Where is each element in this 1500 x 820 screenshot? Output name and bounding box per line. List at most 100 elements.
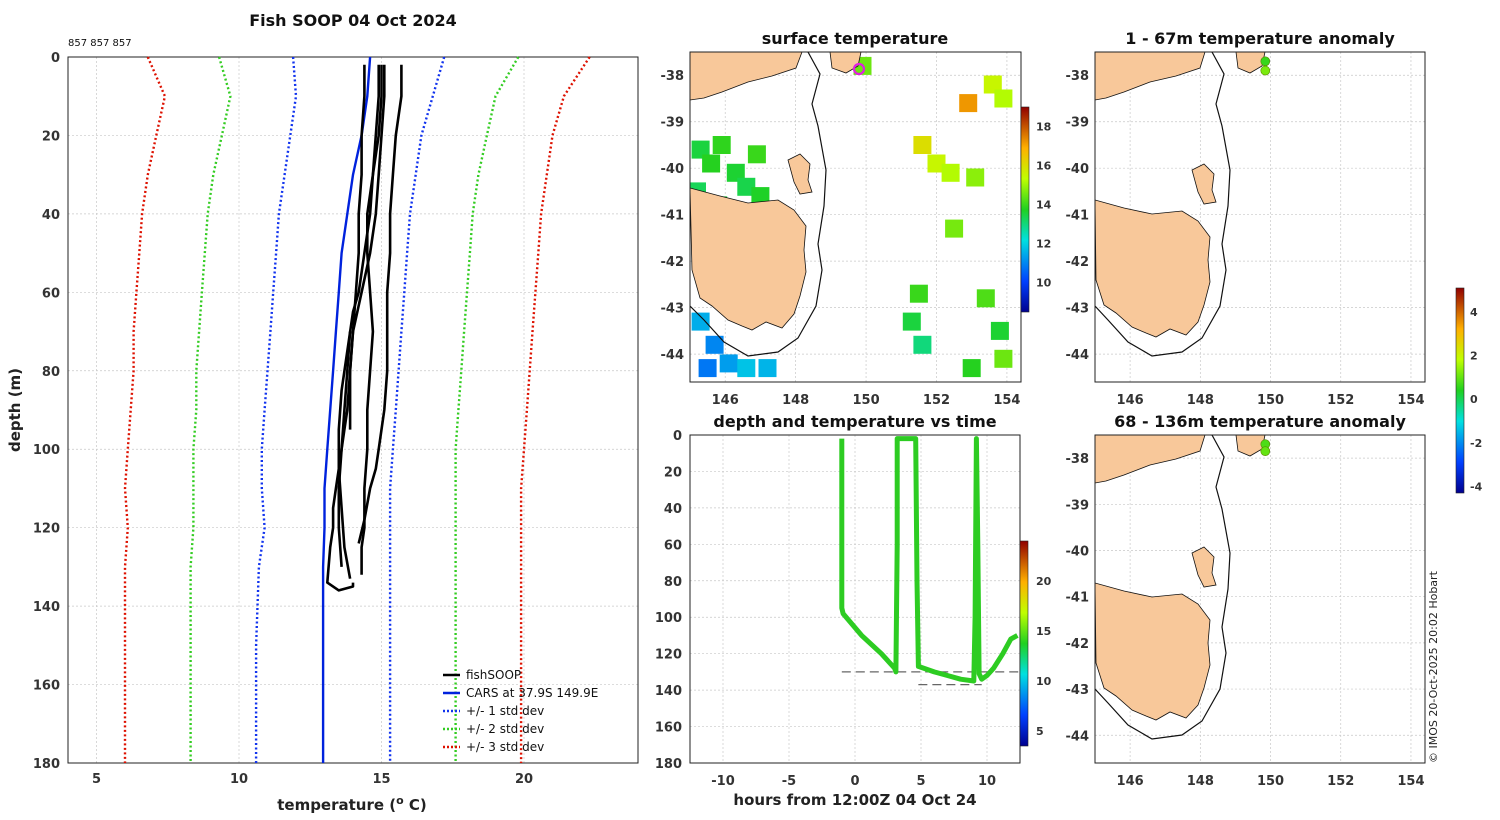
- sst-position-marker: [852, 62, 866, 76]
- sst-mainland: [690, 52, 803, 101]
- timeseries-y-tick-label: 100: [655, 611, 682, 626]
- anomaly-shallow-y-tick-label: -42: [1066, 255, 1090, 270]
- profile-grid: [68, 56, 638, 764]
- anomaly-shallow-point: [1260, 56, 1271, 67]
- anomaly-deep-y-tick-label: -42: [1066, 637, 1090, 652]
- anomaly-shallow-x-tick-label: 150: [1257, 393, 1284, 408]
- anomaly-colorbar: [1455, 287, 1465, 494]
- sst-y-tick-label: -43: [661, 302, 685, 317]
- sst-pixel: [698, 359, 717, 378]
- anomaly-shallow-x-ticks: 146 148 150 152 154: [1117, 393, 1425, 408]
- timeseries-y-tick-label: 0: [673, 429, 682, 444]
- profile-y-tick-label: 100: [33, 443, 60, 458]
- anomaly-deep-y-tick-label: -43: [1066, 683, 1090, 698]
- anomaly-shallow-frame: [1094, 51, 1426, 383]
- anomaly-deep-y-tick-label: -38: [1066, 452, 1090, 467]
- anomaly-deep-body: [1095, 435, 1271, 740]
- anomaly-deep-y-tick-label: -39: [1066, 498, 1090, 513]
- sst-x-tick-label: 152: [923, 393, 950, 408]
- anomaly-deep-x-tick-label: 148: [1187, 774, 1214, 789]
- anomaly-colorbar-tick: 2: [1470, 350, 1478, 363]
- sst-pixel: [758, 359, 777, 378]
- sst-pixel: [902, 312, 921, 331]
- sst-pixel: [913, 136, 932, 154]
- timeseries-title: depth and temperature vs time: [713, 412, 996, 431]
- anomaly-shallow-x-tick-label: 152: [1327, 393, 1354, 408]
- sst-pixel: [990, 321, 1009, 340]
- sst-colorbar: [1020, 106, 1030, 313]
- sst-pixel: [983, 75, 1002, 94]
- ids-label: 857 857 857: [68, 38, 132, 49]
- anomaly-shallow-mainland: [1095, 52, 1206, 101]
- timeseries-y-tick-label: 180: [655, 757, 682, 772]
- timeseries-y-tick-label: 40: [664, 502, 682, 517]
- anomaly-deep-point: [1260, 446, 1271, 457]
- profile-series-fishsoop-cast-4: [357, 64, 403, 544]
- anomaly-shallow-x-tick-label: 148: [1187, 393, 1214, 408]
- anomaly-deep-x-tick-label: 152: [1327, 774, 1354, 789]
- profile-y-tick-label: 40: [42, 208, 60, 223]
- anomaly-deep-tasmania: [1095, 582, 1211, 721]
- profile-y-tick-label: 80: [42, 365, 60, 380]
- sst-x-tick-label: 146: [712, 393, 739, 408]
- profile-series--2-std-dev-lower: [189, 56, 232, 763]
- timeseries-y-ticks: 0 20 40 60 80 100 120 140 160 180: [655, 429, 682, 772]
- sst-pixel: [994, 349, 1013, 368]
- figure-title: Fish SOOP 04 Oct 2024: [249, 11, 457, 30]
- anomaly-deep-title: 68 - 136m temperature anomaly: [1114, 412, 1406, 431]
- profile-legend: fishSOOP CARS at 37.9S 149.9E +/- 1 std …: [443, 668, 598, 754]
- anomaly-shallow-title: 1 - 67m temperature anomaly: [1125, 29, 1395, 48]
- profile-y-tick-label: 20: [42, 129, 60, 144]
- anomaly-deep-y-tick-label: -41: [1066, 591, 1090, 606]
- anomaly-colorbar-ticks: -4 -2 0 2 4: [1470, 306, 1483, 493]
- timeseries-chart: depth and temperature vs time -10 -5 0 5 10 …: [655, 412, 1052, 809]
- profile-frame: [67, 56, 639, 764]
- profile-y-tick-label: 140: [33, 600, 60, 615]
- sst-map: surface temperature 146 148 150 152 154 -38-…: [661, 29, 1052, 408]
- profile-series--2-std-dev-upper: [454, 56, 520, 763]
- anomaly-shallow-x-tick-label: 154: [1397, 393, 1424, 408]
- profile-y-tick-label: 160: [33, 679, 60, 694]
- profile-y-ticks: 0 20 40 60 80 100 120 140 160 180: [33, 51, 60, 772]
- timeseries-x-tick-label: 10: [978, 774, 996, 789]
- anomaly-shallow-contour: [1095, 52, 1231, 357]
- sst-pixel: [941, 163, 960, 182]
- anomaly-shallow-grid: [1095, 52, 1425, 382]
- sst-colorbar-tick: 10: [1036, 277, 1052, 290]
- sst-colorbar-tick: 12: [1036, 238, 1051, 251]
- timeseries-y-tick-label: 120: [655, 648, 682, 663]
- sst-pixels: [690, 56, 1013, 378]
- sst-pixel: [705, 335, 724, 354]
- sst-y-tick-label: -40: [661, 162, 685, 177]
- sst-y-tick-label: -39: [661, 116, 685, 131]
- timeseries-colorbar-tick: 20: [1036, 575, 1052, 588]
- anomaly-deep-y-tick-label: -44: [1066, 729, 1090, 744]
- profile-x-tick-label: 15: [372, 772, 390, 787]
- timeseries-x-tick-label: 0: [850, 774, 859, 789]
- sst-pixel: [702, 154, 721, 173]
- anomaly-deep-flinders: [1191, 546, 1217, 588]
- sst-pixel: [737, 359, 756, 378]
- sst-y-tick-label: -38: [661, 69, 685, 84]
- sst-pixel: [945, 219, 964, 238]
- sst-pixel: [966, 168, 985, 187]
- sst-x-tick-label: 154: [993, 393, 1020, 408]
- sst-tasmania: [690, 187, 807, 331]
- anomaly-deep-contour: [1095, 435, 1231, 740]
- profile-series--1-std-dev-lower: [254, 56, 298, 763]
- sst-y-tick-label: -44: [661, 348, 685, 363]
- sst-shelf-contour: [690, 52, 827, 357]
- profile-series-fishsoop-cast-6: [337, 331, 352, 567]
- anomaly-deep-x-tick-label: 154: [1397, 774, 1424, 789]
- profile-series--3-std-dev-lower: [123, 56, 167, 763]
- sst-pixel: [959, 94, 978, 113]
- sst-x-tick-label: 150: [852, 393, 879, 408]
- timeseries-colorbar-tick: 5: [1036, 725, 1044, 738]
- credit-text: © IMOS 20-Oct-2025 20:02 Hobart: [1427, 570, 1440, 763]
- profile-series-fishsoop-cast-1: [325, 64, 366, 592]
- anomaly-shallow-y-tick-label: -41: [1066, 209, 1090, 224]
- anomaly-shallow-tasmania: [1095, 199, 1211, 338]
- profile-series-cars-at-37-9s-149-9e: [321, 56, 372, 763]
- profile-x-ticks: 5 10 15 20: [92, 772, 533, 787]
